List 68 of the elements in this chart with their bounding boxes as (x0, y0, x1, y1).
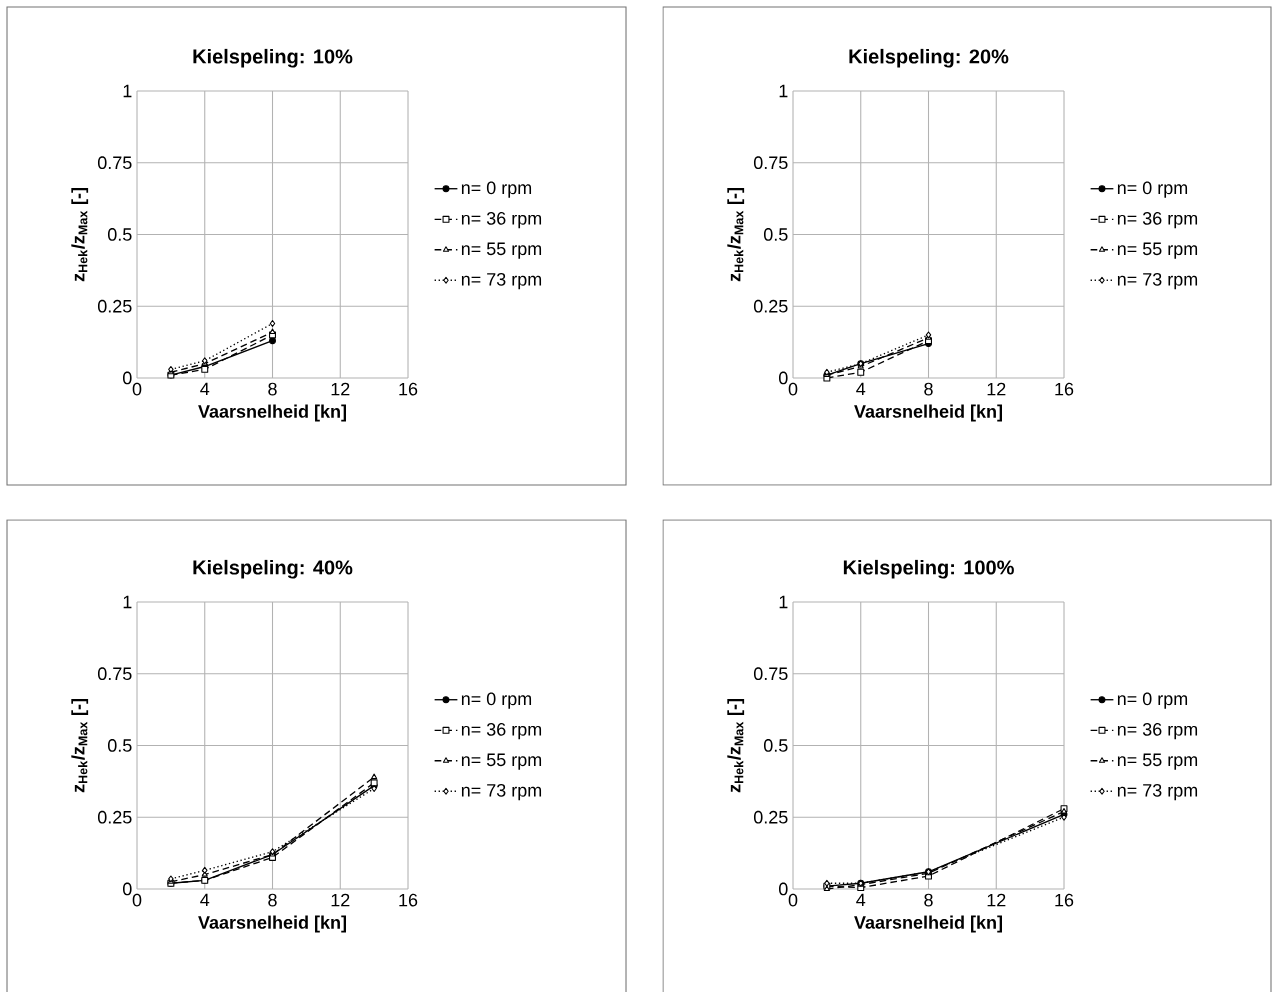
y-tick-label: 0.5 (107, 739, 132, 752)
x-tick-label: 0 (132, 893, 142, 907)
y-tick-label: 1 (779, 595, 788, 609)
x-axis-title: Vaarsnelheid [kn] (854, 915, 1002, 933)
x-tick-label: 16 (399, 893, 418, 907)
y-axis-title: z$_{Hek}$/z$_{Max}$ [-] (71, 699, 89, 793)
y-tick-label: 0.5 (107, 228, 132, 241)
legend-label: n= 36 rpm (461, 212, 542, 229)
y-tick-label: 0 (123, 882, 132, 896)
x-tick-label: 16 (1055, 893, 1074, 907)
y-tick-label: 0.25 (97, 810, 132, 824)
x-tick-label: 12 (987, 893, 1006, 907)
legend-label: n= 0 rpm (1117, 692, 1188, 709)
x-tick-label: 8 (924, 893, 933, 907)
y-tick-label: 0.25 (753, 299, 788, 313)
y-tick-label: 1 (123, 595, 132, 609)
chart-title: Kielspeling: 10% (193, 48, 353, 68)
legend-label: n= 55 rpm (461, 242, 542, 259)
legend-label: n= 55 rpm (1117, 242, 1198, 259)
legend-label: n= 36 rpm (1117, 723, 1198, 740)
legend-label: n= 0 rpm (461, 181, 532, 198)
legend-label: n= 36 rpm (461, 723, 542, 740)
y-tick-label: 0 (778, 371, 788, 385)
y-tick-label: 0.5 (763, 228, 788, 241)
legend-label: n= 73 rpm (461, 783, 542, 801)
x-tick-label: 16 (1055, 382, 1074, 396)
x-tick-label: 4 (200, 382, 210, 396)
x-tick-label: 4 (200, 893, 210, 907)
x-tick-label: 4 (856, 382, 866, 396)
legend-label: n= 73 rpm (461, 272, 542, 290)
x-axis-title: Vaarsnelheid [kn] (854, 404, 1002, 422)
x-tick-label: 12 (331, 382, 350, 396)
legend-label: n= 73 rpm (1117, 783, 1198, 801)
legend-label: n= 0 rpm (1117, 181, 1188, 198)
x-tick-label: 0 (788, 893, 798, 907)
x-tick-label: 8 (268, 893, 277, 907)
y-tick-label: 0 (123, 371, 132, 385)
y-tick-label: 0.25 (97, 299, 132, 313)
chart-title: Kielspeling: 40% (193, 559, 353, 579)
y-tick-label: 1 (123, 84, 132, 98)
chart-title: Kielspeling: 20% (849, 48, 1009, 68)
y-tick-label: 0.75 (753, 667, 788, 681)
y-tick-label: 0.75 (753, 156, 788, 170)
legend-label: n= 73 rpm (1117, 272, 1198, 290)
x-tick-label: 4 (856, 893, 866, 907)
x-tick-label: 12 (331, 893, 350, 907)
x-tick-label: 16 (399, 382, 418, 396)
y-tick-label: 0.25 (753, 810, 788, 824)
y-tick-label: 0.5 (763, 739, 788, 752)
y-tick-label: 0 (778, 882, 788, 896)
x-tick-label: 0 (132, 382, 142, 396)
x-axis-title: Vaarsnelheid [kn] (198, 404, 346, 422)
x-tick-label: 0 (788, 382, 798, 396)
x-tick-label: 8 (924, 382, 933, 396)
y-axis-title: z$_{Hek}$/z$_{Max}$ [-] (727, 188, 745, 282)
x-tick-label: 12 (987, 382, 1006, 396)
legend-label: n= 55 rpm (461, 753, 542, 770)
legend-label: n= 0 rpm (461, 692, 532, 709)
x-axis-title: Vaarsnelheid [kn] (198, 915, 346, 933)
chart-title: Kielspeling: 100% (843, 559, 1014, 579)
y-tick-label: 0.75 (97, 156, 132, 170)
y-axis-title: z$_{Hek}$/z$_{Max}$ [-] (71, 188, 89, 282)
y-tick-label: 1 (779, 84, 788, 98)
legend-label: n= 55 rpm (1117, 753, 1198, 770)
y-tick-label: 0.75 (97, 667, 132, 681)
legend-label: n= 36 rpm (1117, 212, 1198, 229)
y-axis-title: z$_{Hek}$/z$_{Max}$ [-] (727, 699, 745, 793)
x-tick-label: 8 (268, 382, 277, 396)
